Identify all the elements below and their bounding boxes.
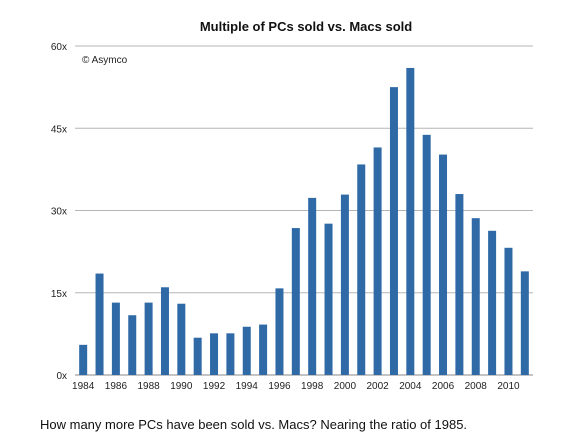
y-tick-label: 60x (51, 42, 67, 53)
x-tick-label: 1988 (137, 381, 160, 392)
x-tick-label: 1992 (203, 381, 226, 392)
bar-2002 (373, 147, 382, 375)
x-tick-label: 1994 (236, 381, 259, 392)
x-tick-label: 2004 (399, 381, 422, 392)
grid-lines (75, 45, 533, 376)
bar-1994 (242, 326, 251, 375)
x-axis-labels: 1984 1986 1988 1990 1992 1994 1996 1998 2000 2002… (72, 381, 520, 392)
bar-2000 (340, 194, 349, 375)
x-tick-label: 2006 (432, 381, 455, 392)
chart-title: Multiple of PCs sold vs. Macs sold (200, 19, 412, 34)
bar-chart: Multiple of PCs sold vs. Macs sold 0x 15x… (51, 19, 533, 392)
chart-caption: How many more PCs have been sold vs. Mac… (40, 417, 468, 432)
bar-2001 (357, 164, 366, 375)
x-tick-label: 2002 (366, 381, 389, 392)
bar-2009 (488, 230, 497, 375)
bar-1995 (259, 324, 268, 375)
y-tick-label: 45x (51, 124, 67, 135)
bar-2004 (406, 67, 415, 375)
bar-2003 (389, 87, 398, 375)
x-tick-label: 1990 (170, 381, 193, 392)
x-tick-label: 2010 (497, 381, 520, 392)
bar-1988 (144, 302, 153, 375)
y-tick-label: 0x (56, 371, 67, 382)
bar-1999 (324, 223, 333, 375)
bar-1998 (308, 197, 317, 375)
bar-2006 (439, 154, 448, 375)
bar-2005 (422, 134, 431, 375)
bar-2011 (520, 271, 529, 375)
x-tick-label: 1996 (268, 381, 291, 392)
bar-1991 (193, 337, 202, 375)
bar-2007 (455, 194, 464, 375)
bar-2010 (504, 247, 513, 375)
x-tick-label: 1984 (72, 381, 95, 392)
x-tick-label: 1998 (301, 381, 324, 392)
bar-1987 (128, 315, 137, 375)
x-tick-label: 1986 (105, 381, 128, 392)
bar-1990 (177, 303, 186, 375)
bar-1997 (291, 228, 300, 375)
bar-1986 (111, 302, 120, 375)
x-tick-label: 2008 (465, 381, 488, 392)
copyright-annotation: © Asymco (82, 55, 128, 66)
y-axis-labels: 0x 15x 30x 45x 60x (51, 42, 67, 382)
bar-1996 (275, 288, 284, 375)
bar-1992 (210, 333, 219, 375)
bar-1993 (226, 333, 235, 375)
bar-1984 (79, 344, 88, 375)
bar-1989 (160, 287, 169, 375)
y-tick-label: 30x (51, 207, 67, 218)
bar-1985 (95, 273, 104, 375)
y-tick-label: 15x (51, 289, 67, 300)
x-tick-label: 2000 (334, 381, 357, 392)
bar-2008 (471, 218, 480, 375)
bars (79, 67, 529, 375)
